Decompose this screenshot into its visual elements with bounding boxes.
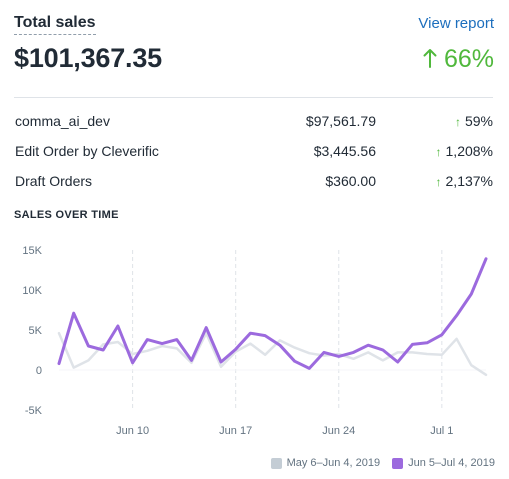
x-tick-label: Jun 17 [219,425,252,437]
x-tick-label: Jul 1 [430,425,453,437]
breakdown-change-text: 1,208% [445,143,493,159]
legend-swatch-previous [270,457,282,469]
list-item: Draft Orders $360.00 ↑ 2,137% [15,166,493,196]
divider [14,97,493,98]
breakdown-amount: $97,561.79 [305,113,376,129]
y-tick-label: 0 [36,365,42,377]
breakdown-change-text: 59% [464,113,493,129]
list-item: comma_ai_dev $97,561.79 ↑ 59% [15,106,493,136]
series-line-previous [57,331,488,377]
view-report-link[interactable]: View report [418,15,494,32]
arrow-up-icon: ↑ [454,115,461,129]
list-item: Edit Order by Cleverific $3,445.56 ↑ 1,20… [15,136,493,166]
sales-over-time-chart[interactable]: 15K 10K 5K 0 -5K Jun 10 Jun 17 Jun 24 Jul 1 [0,230,509,450]
breakdown-change: ↑ 2,137% [376,173,493,189]
total-sales-value: $101,367.35 [14,43,162,73]
breakdown-name: Draft Orders [15,173,93,189]
arrow-up-icon: ↑ [435,175,442,189]
breakdown-name: comma_ai_dev [15,113,110,129]
breakdown-amount: $3,445.56 [313,143,376,159]
legend-item[interactable]: May 6–Jun 4, 2019 [270,457,381,469]
legend-label: Jun 5–Jul 4, 2019 [408,457,495,469]
breakdown-change: ↑ 1,208% [376,143,493,159]
total-sales-change: 66% [423,45,494,74]
y-tick-label: 15K [22,245,42,257]
total-change-text: 66% [443,45,494,73]
arrow-up-icon [423,45,444,73]
breakdown-change-text: 2,137% [445,173,493,189]
breakdown-amount: $360.00 [325,173,376,189]
y-tick-label: 10K [22,285,42,297]
legend-swatch-current [392,457,404,469]
y-tick-label: -5K [25,405,43,417]
series-line-current [57,257,488,370]
chart-legend: May 6–Jun 4, 2019 Jun 5–Jul 4, 2019 [270,457,495,469]
x-tick-label: Jun 10 [116,425,149,437]
card-title: Total sales [14,14,96,35]
breakdown-name: Edit Order by Cleverific [15,143,159,159]
x-tick-label: Jun 24 [322,425,355,437]
legend-label: May 6–Jun 4, 2019 [286,457,381,469]
y-tick-label: 5K [29,325,43,337]
section-title: SALES OVER TIME [14,209,119,221]
breakdown-change: ↑ 59% [376,113,493,129]
breakdown-list: comma_ai_dev $97,561.79 ↑ 59% Edit Order … [15,106,493,196]
arrow-up-icon: ↑ [435,145,442,159]
legend-item[interactable]: Jun 5–Jul 4, 2019 [392,457,495,469]
